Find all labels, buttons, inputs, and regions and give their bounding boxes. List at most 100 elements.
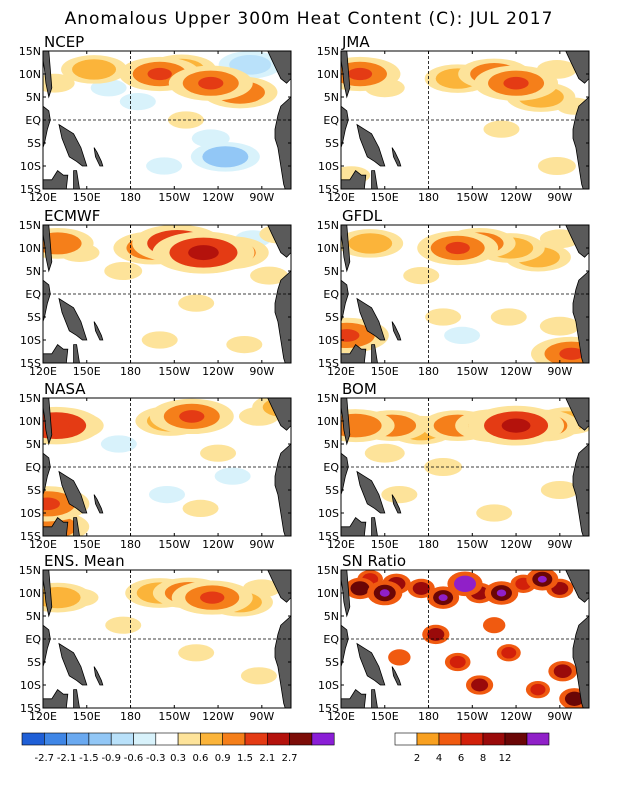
- anomaly-core: [503, 76, 529, 90]
- snr-colorbar-swatch: [394, 732, 418, 746]
- x-tick-label: 90W: [547, 538, 572, 551]
- anomaly-blob: [119, 93, 156, 111]
- cape-york-land: [73, 517, 80, 536]
- x-tick-label: 90W: [249, 710, 274, 723]
- new-guinea-land: [356, 297, 386, 341]
- y-tick-label: 10N: [317, 587, 339, 600]
- anomaly-blob: [240, 667, 277, 685]
- borneo-sulawesi-land: [43, 279, 51, 322]
- colorbar-swatch: [88, 732, 112, 746]
- anomaly-blob: [403, 267, 440, 285]
- australia-land: [341, 517, 367, 536]
- anomaly-blob: [229, 55, 272, 75]
- y-tick-label: EQ: [25, 633, 41, 646]
- y-tick-label: 5N: [324, 265, 339, 278]
- y-tick-label: EQ: [323, 461, 339, 474]
- x-tick-label: 150E: [371, 191, 399, 204]
- colorbar-swatch: [200, 732, 223, 746]
- x-tick-label: 180: [120, 365, 141, 378]
- x-tick-label: 120W: [500, 538, 532, 551]
- y-tick-label: 5N: [26, 91, 41, 104]
- snr-colorbar-swatch: [482, 732, 506, 746]
- new-guinea-land: [356, 642, 386, 686]
- figure-title: Anomalous Upper 300m Heat Content (C): J…: [65, 9, 554, 29]
- x-tick-label: 150W: [158, 710, 190, 723]
- y-tick-label: 15S: [318, 702, 339, 715]
- x-tick-label: 180: [418, 191, 439, 204]
- cape-york-land: [371, 689, 378, 708]
- colorbar-swatch: [222, 732, 246, 746]
- australia-land: [341, 344, 367, 363]
- snr-colorbar-label: 2: [414, 753, 420, 764]
- anomaly-blob: [141, 331, 178, 349]
- snr-blob: [392, 652, 407, 663]
- snr-blob: [487, 619, 502, 631]
- colorbar-swatch: [66, 732, 90, 746]
- anomaly-blob: [182, 499, 219, 517]
- colorbar-label: 0.3: [170, 753, 186, 764]
- solomon-islands-land: [391, 321, 402, 341]
- x-tick-label: 120E: [29, 538, 57, 551]
- colorbar-label: 0.6: [192, 753, 208, 764]
- x-tick-label: 120W: [500, 710, 532, 723]
- borneo-sulawesi-land: [341, 624, 349, 667]
- colorbar-label: 2.1: [259, 753, 275, 764]
- colorbar-swatch: [311, 732, 335, 746]
- x-tick-label: 90W: [547, 710, 572, 723]
- panel-title: ENS. Mean: [44, 552, 125, 570]
- y-tick-label: 5N: [324, 610, 339, 623]
- snr-colorbar-swatch: [504, 732, 528, 746]
- field-layer: [341, 570, 589, 708]
- x-tick-label: 90W: [249, 538, 274, 551]
- anomaly-blob: [202, 146, 249, 168]
- australia-land: [43, 689, 69, 708]
- y-tick-label: 5N: [324, 91, 339, 104]
- x-tick-label: 180: [120, 710, 141, 723]
- y-tick-label: 5S: [27, 656, 41, 669]
- y-tick-label: 10N: [19, 415, 41, 428]
- anomaly-core: [200, 591, 225, 604]
- x-tick-label: 150E: [73, 191, 101, 204]
- x-tick-label: 120E: [327, 538, 355, 551]
- x-tick-label: 150W: [158, 191, 190, 204]
- anomaly-blob: [539, 316, 580, 336]
- x-tick-label: 150E: [371, 538, 399, 551]
- anomaly-blob: [425, 308, 462, 326]
- field-layer: [341, 51, 589, 189]
- y-tick-label: 10N: [317, 242, 339, 255]
- x-tick-label: 120E: [29, 710, 57, 723]
- central-america-land: [267, 398, 291, 431]
- x-tick-label: 180: [418, 365, 439, 378]
- colorbar-label: -1.5: [79, 753, 99, 764]
- borneo-sulawesi-land: [341, 452, 349, 495]
- panel-title: BOM: [342, 380, 377, 398]
- anomaly-blob: [444, 326, 481, 344]
- colorbar-label: -2.1: [57, 753, 77, 764]
- anomaly-blob: [43, 232, 82, 255]
- y-tick-label: 10S: [318, 160, 339, 173]
- x-tick-label: 120W: [202, 191, 234, 204]
- x-tick-label: 150W: [456, 191, 488, 204]
- snr-colorbar: 2 4 6 8 12: [394, 732, 550, 764]
- x-tick-label: 120W: [202, 365, 234, 378]
- borneo-sulawesi-land: [43, 624, 51, 667]
- panel-title: NASA: [44, 380, 86, 398]
- y-tick-label: 15N: [19, 564, 41, 577]
- solomon-islands-land: [391, 494, 402, 514]
- colorbar-label: 0.9: [215, 753, 231, 764]
- anomaly-blob: [250, 266, 289, 285]
- central-america-land: [565, 51, 589, 84]
- anomaly-blob: [364, 443, 405, 463]
- panel-title: JMA: [341, 33, 370, 51]
- y-tick-label: 15N: [317, 392, 339, 405]
- anomaly-blob: [104, 262, 143, 280]
- x-tick-label: 90W: [249, 365, 274, 378]
- snr-colorbar-swatch: [460, 732, 484, 746]
- borneo-sulawesi-land: [43, 452, 51, 495]
- anomaly-blob: [214, 467, 251, 485]
- anomaly-blob: [43, 587, 81, 609]
- y-tick-label: EQ: [25, 288, 41, 301]
